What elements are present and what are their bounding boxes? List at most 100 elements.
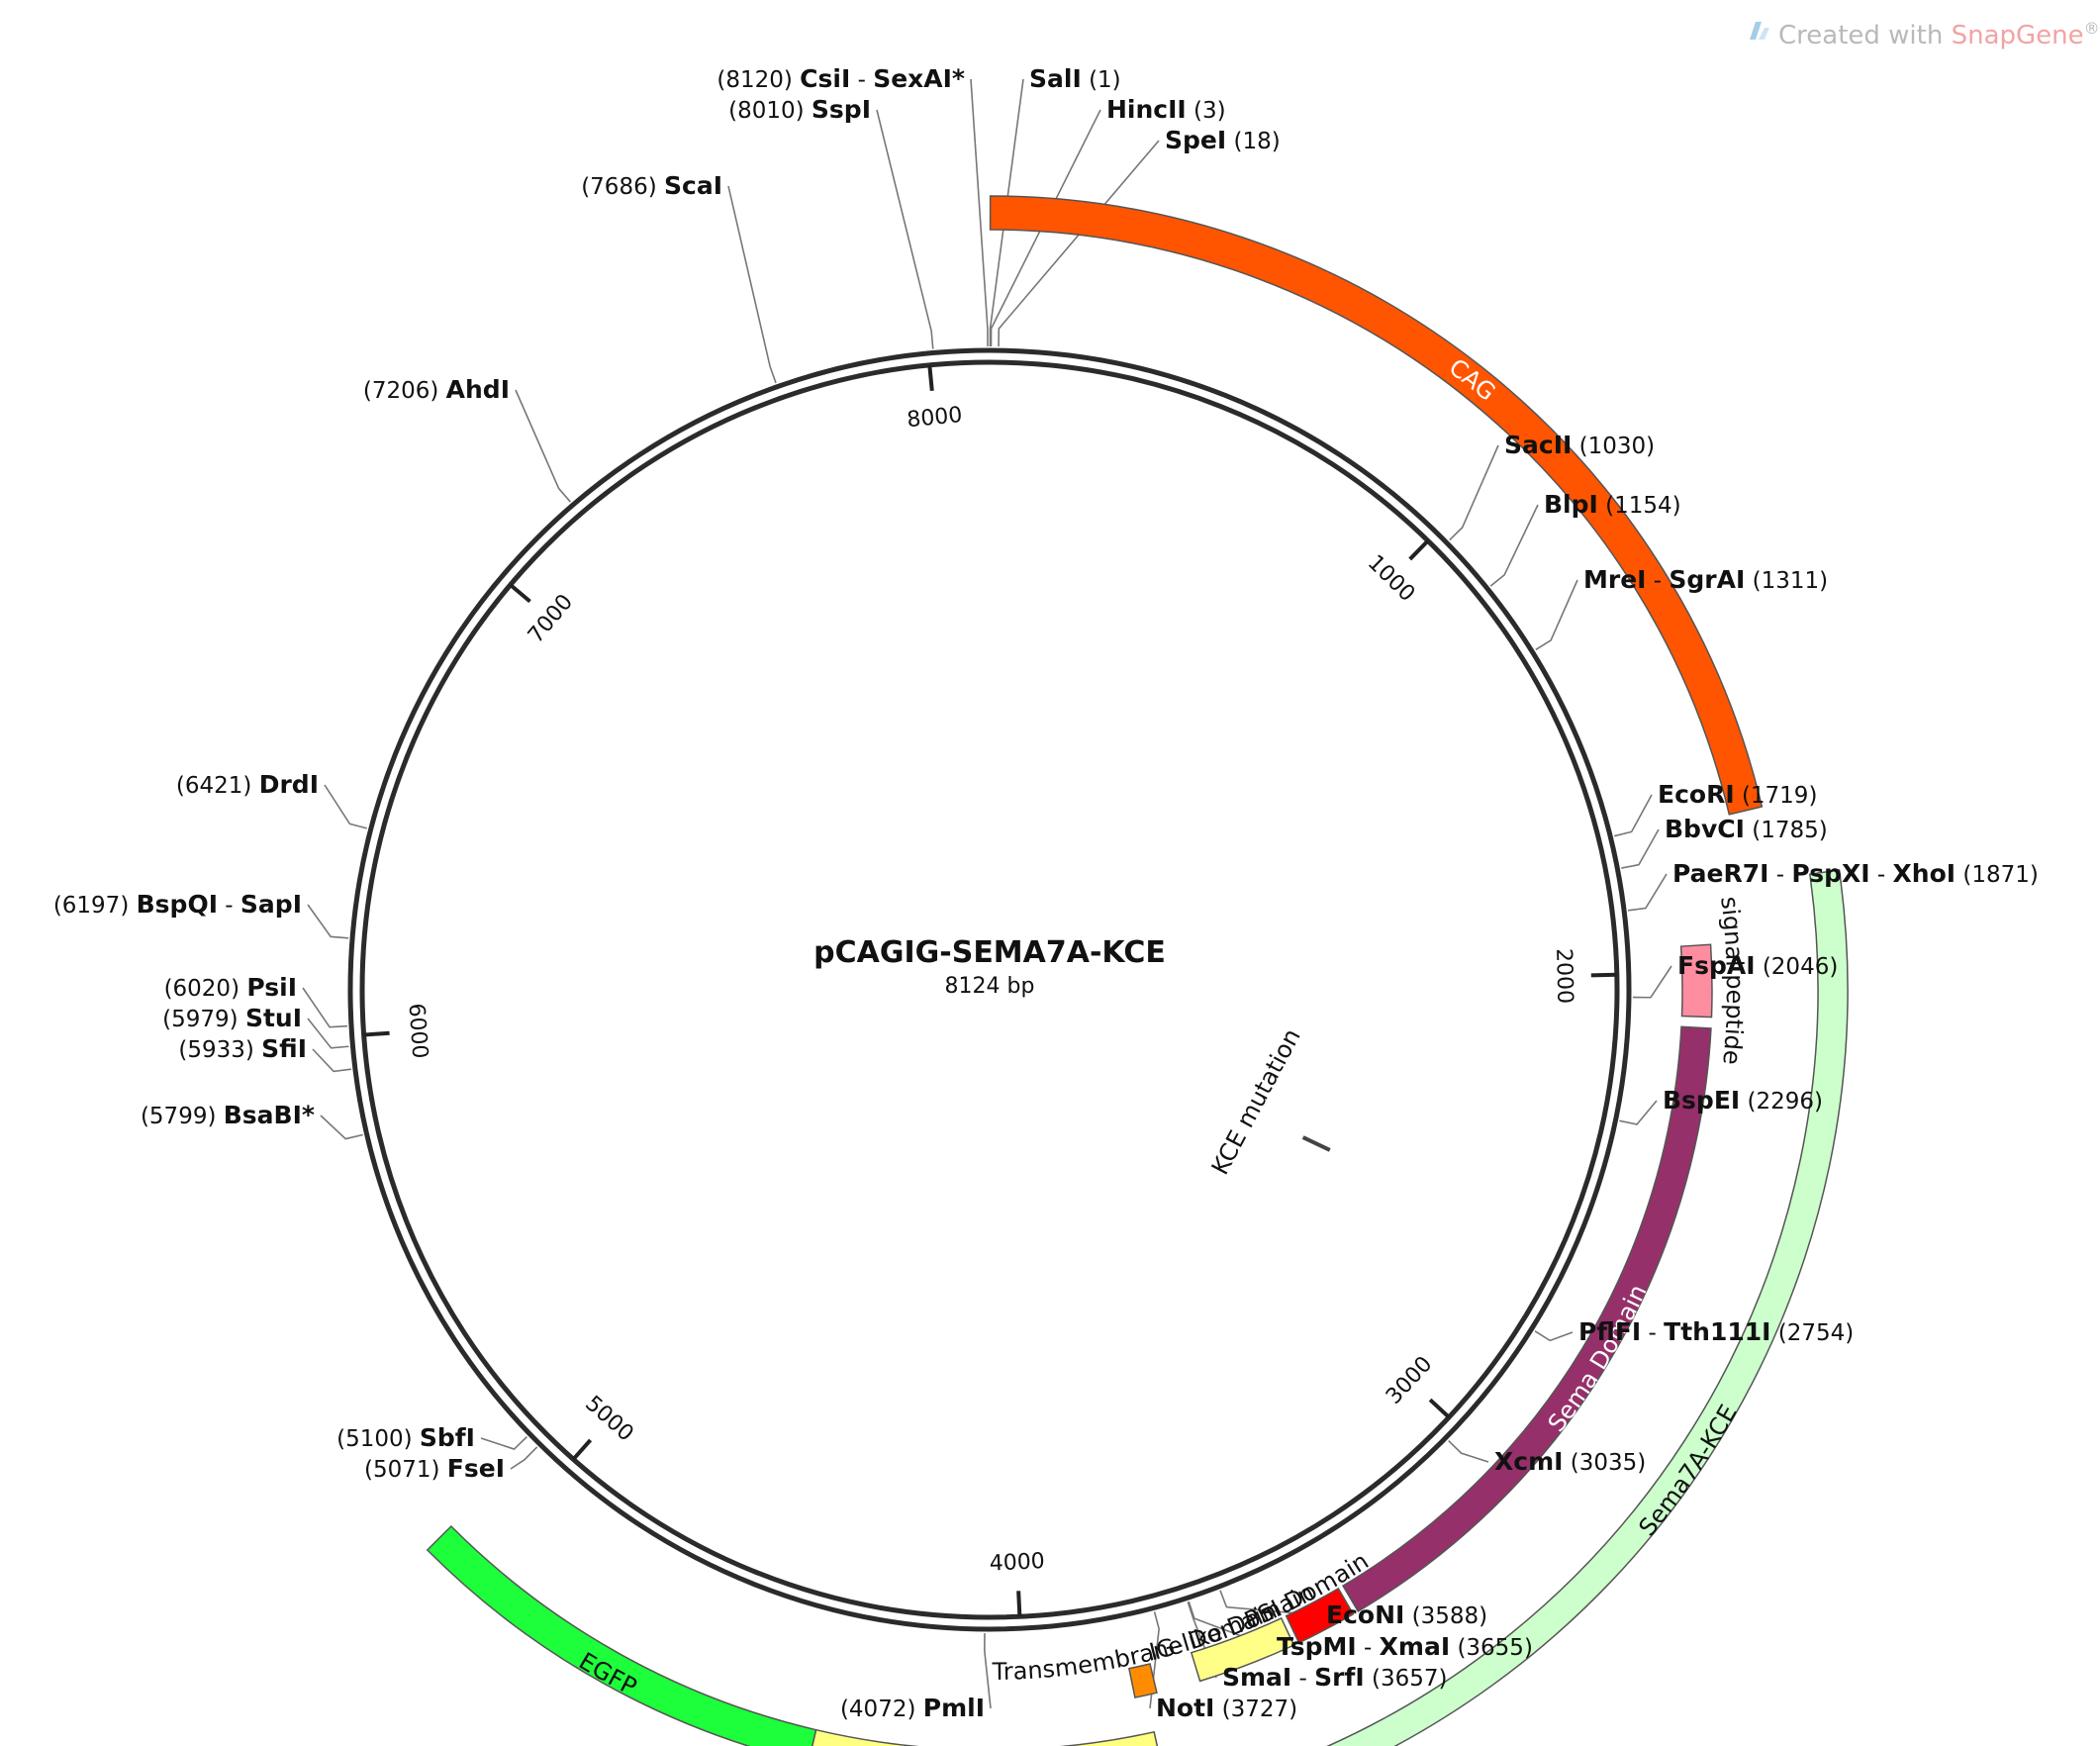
site-pflfi-tth111i: PflFI - Tth111I (2754) <box>1578 1317 1854 1346</box>
site-ecori: EcoRI (1719) <box>1658 780 1817 809</box>
site-sali: SalI (1) <box>1029 64 1121 93</box>
feature-ires <box>811 1728 1159 1746</box>
feature-sema7a-kce <box>1325 869 1849 1746</box>
tick-1000 <box>1408 538 1430 561</box>
site-line-ahdi <box>515 389 571 503</box>
site-bspei: BspEI (2296) <box>1663 1086 1823 1115</box>
tick-2000 <box>1590 972 1617 978</box>
site-line-pflfi-tth111i <box>1534 1330 1574 1342</box>
site-bbvci: BbvCI (1785) <box>1665 815 1828 843</box>
site-line-sacii <box>1449 444 1499 541</box>
tick-label-5000: 5000 <box>580 1392 637 1447</box>
plasmid-length: 8124 bp <box>945 974 1035 999</box>
tick-6000 <box>363 1030 390 1037</box>
feature-cag <box>989 195 1764 816</box>
feature-egfp <box>426 1524 817 1746</box>
site-leader-lines <box>302 78 1672 1709</box>
site-line-sspi <box>876 109 934 349</box>
site-smai-srfi: SmaI - SrfI (3657) <box>1222 1663 1447 1692</box>
site-mrei-sgrai: MreI - SgrAI (1311) <box>1583 565 1828 594</box>
tick-label-6000: 6000 <box>404 1003 432 1060</box>
tick-7000 <box>509 583 531 604</box>
watermark-suffix: ® <box>2084 19 2100 38</box>
site-ahdi: (7206) AhdI <box>363 375 510 404</box>
tick-label-4000: 4000 <box>989 1549 1045 1577</box>
site-pmli: (4072) PmlI <box>840 1694 985 1722</box>
mutation-markers: KCE mutation <box>1206 1024 1331 1180</box>
feature-ig-like-domain <box>1190 1616 1295 1683</box>
site-line-bspqi-sapi <box>307 904 349 939</box>
watermark-brand: SnapGene <box>1952 21 2084 50</box>
feature-label-sema-domain: Sema Domain <box>1543 1280 1653 1436</box>
mutation-label: KCE mutation <box>1206 1024 1306 1180</box>
site-line-bsabi <box>320 1115 363 1140</box>
feature-sema-domain <box>1341 1025 1712 1612</box>
site-line-xcmi <box>1448 1439 1489 1463</box>
tick-8000 <box>927 364 934 391</box>
tick-label-7000: 7000 <box>524 590 578 648</box>
tick-label-2000: 2000 <box>1551 948 1576 1005</box>
site-scai: (7686) ScaI <box>581 171 722 200</box>
site-psii: (6020) PsiI <box>164 973 297 1002</box>
site-line-drdi <box>324 784 368 829</box>
site-line-mrei-sgrai <box>1535 579 1578 651</box>
site-line-psii <box>302 987 348 1028</box>
plasmid-name: pCAGIG-SEMA7A-KCE <box>813 935 1166 970</box>
site-line-sfii <box>312 1048 352 1073</box>
site-fsei: (5071) FseI <box>364 1454 505 1483</box>
tick-label-8000: 8000 <box>906 403 963 433</box>
site-line-fsei <box>510 1446 538 1470</box>
feature-label-signal-peptide: signal peptide <box>1715 895 1749 1066</box>
site-hincii: HincII (3) <box>1106 95 1226 124</box>
feature-psi-domain <box>1285 1587 1355 1644</box>
site-econi: EcoNI (3588) <box>1326 1600 1487 1629</box>
site-blpi: BlpI (1154) <box>1544 490 1681 519</box>
mutation-marker <box>1301 1135 1331 1152</box>
site-sbfi: (5100) SbfI <box>336 1423 475 1452</box>
site-xcmi: XcmI (3035) <box>1494 1447 1646 1476</box>
plasmid-backbone <box>347 347 1632 1632</box>
site-bspqi-sapi: (6197) BspQI - SapI <box>53 890 302 919</box>
site-line-fspai <box>1632 965 1672 999</box>
site-line-scai <box>727 185 777 384</box>
site-line-ecori <box>1613 794 1653 837</box>
site-labels: (8120) CsiI - SexAI*(8010) SspI SalI (1)H… <box>53 64 2039 1722</box>
tick-4000 <box>1016 1591 1022 1617</box>
site-line-blpi <box>1489 504 1539 587</box>
site-tspmi-xmai: TspMI - XmaI (3655) <box>1277 1632 1533 1661</box>
feature-signal-peptide <box>1679 943 1713 1018</box>
site-csii-sexai: (8120) CsiI - SexAI* <box>716 64 965 93</box>
site-fspai: FspAI (2046) <box>1677 951 1838 980</box>
site-sfii: (5933) SfiI <box>178 1034 307 1063</box>
site-line-bspei <box>1619 1100 1658 1125</box>
tick-5000 <box>571 1438 593 1461</box>
site-line-sbfi <box>480 1435 528 1450</box>
site-line-spei <box>998 140 1160 347</box>
site-bsabi: (5799) BsaBI* <box>141 1101 315 1129</box>
site-stui: (5979) StuI <box>162 1004 302 1032</box>
watermark-prefix: Created with <box>1778 21 1952 50</box>
site-drdi: (6421) DrdI <box>176 770 319 799</box>
site-line-pmli <box>984 1632 992 1709</box>
site-sacii: SacII (1030) <box>1504 431 1655 459</box>
site-sspi: (8010) SspI <box>728 95 871 124</box>
snapgene-logo-icon <box>1750 22 1769 40</box>
site-line-hincii <box>990 109 1101 347</box>
site-line-csii-sexai <box>970 78 989 347</box>
plasmid-center-label: pCAGIG-SEMA7A-KCE 8124 bp <box>813 935 1166 999</box>
site-spei: SpeI (18) <box>1165 126 1281 154</box>
site-noti: NotI (3727) <box>1156 1694 1297 1722</box>
svg-text:Created with SnapGene®: Created with SnapGene® <box>1778 19 2100 50</box>
feature-transmembrane-domain <box>1127 1663 1158 1698</box>
site-line-sali <box>989 78 1024 347</box>
snapgene-watermark: Created with SnapGene® <box>1750 19 2100 50</box>
site-line-bbvci <box>1621 828 1660 869</box>
site-line-stui <box>307 1018 349 1049</box>
site-line-paer7i-pspxi-xhoi <box>1627 873 1668 912</box>
tick-3000 <box>1428 1398 1451 1419</box>
tick-label-3000: 3000 <box>1382 1352 1437 1409</box>
site-line-econi <box>1219 1590 1321 1616</box>
site-paer7i-pspxi-xhoi: PaeR7I - PspXI - XhoI (1871) <box>1672 859 2039 888</box>
